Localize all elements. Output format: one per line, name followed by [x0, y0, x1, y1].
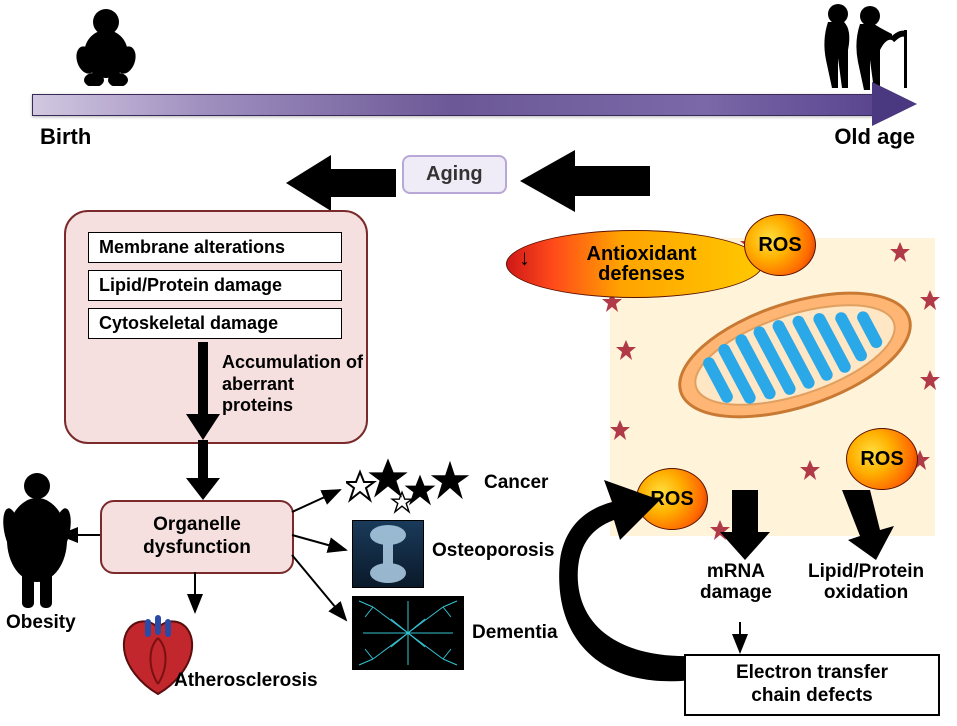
ros-circle-right: ROS: [846, 428, 918, 490]
obesity-icon: [2, 470, 72, 615]
osteoporosis-label: Osteoporosis: [432, 540, 554, 562]
obesity-label: Obesity: [6, 612, 76, 634]
mitochondrion-icon: [660, 280, 930, 435]
mrna-label: mRNA damage: [700, 562, 772, 604]
diagram-canvas: Birth Old age Aging Membrane alterations…: [0, 0, 957, 726]
antioxidant-oval: ↓ Antioxidant defenses: [506, 230, 763, 298]
cancer-label: Cancer: [484, 472, 548, 494]
dementia-icon: [352, 596, 464, 670]
osteoporosis-icon: [352, 520, 424, 588]
antioxidant-down-arrow: ↓: [519, 245, 530, 271]
arrow-ros-mrna: [720, 490, 770, 565]
etc-box: Electron transfer chain defects: [684, 654, 940, 716]
antioxidant-label2: defenses: [598, 263, 685, 285]
ros-circle-top: ROS: [744, 214, 816, 276]
arrow-ros-lipid: [836, 490, 896, 565]
antioxidant-label1: Antioxidant: [587, 243, 697, 265]
cancer-icon: [346, 456, 476, 519]
lipid-oxidation-label: Lipid/Protein oxidation: [808, 562, 924, 604]
atherosclerosis-label: Atherosclerosis: [174, 670, 318, 692]
